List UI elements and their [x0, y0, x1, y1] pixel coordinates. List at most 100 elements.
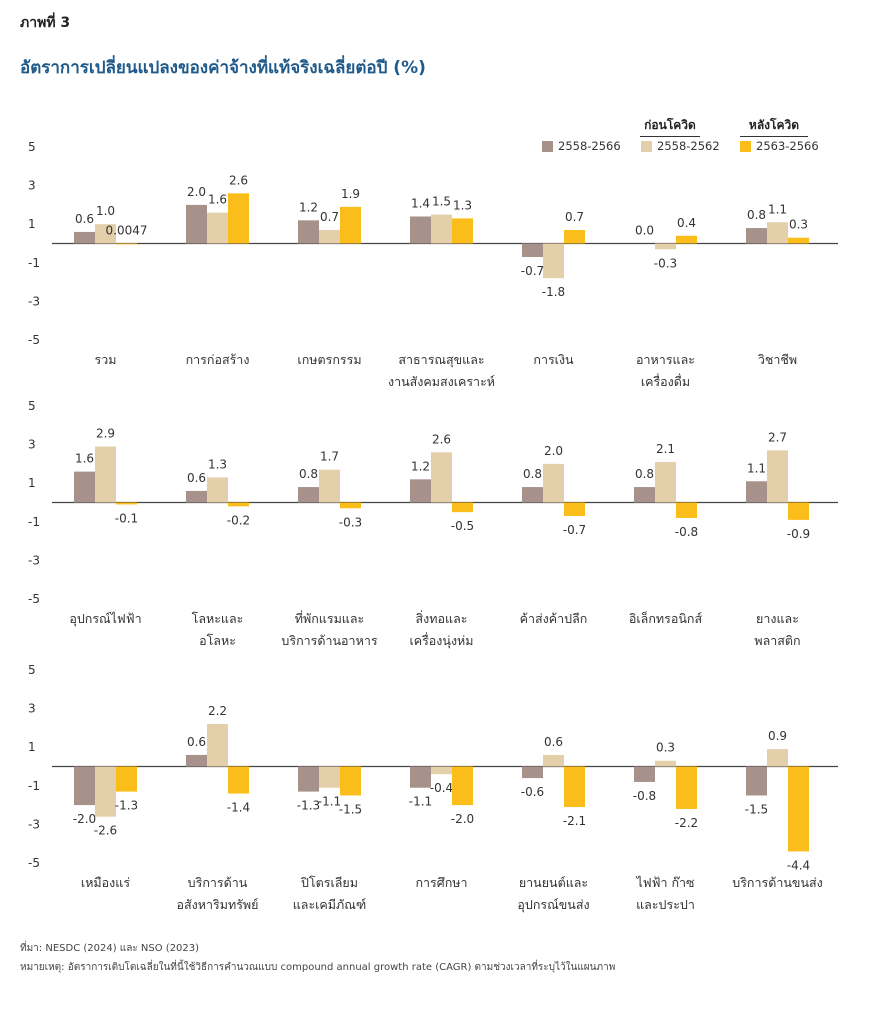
data-label: -1.3 [297, 799, 320, 813]
data-label: -0.5 [451, 519, 474, 533]
bar-2558-2566 [410, 216, 431, 244]
bar-2563-2566 [452, 218, 473, 244]
legend-label: 2558-2566 [558, 139, 621, 153]
category-label: เครื่องนุ่งห่ม [409, 632, 473, 649]
bar-2558-2562 [207, 724, 228, 767]
data-label: -1.8 [542, 285, 565, 299]
bar-2558-2566 [186, 754, 207, 767]
category-label: การศึกษา [415, 875, 467, 890]
y-tick-label: 3 [28, 702, 36, 716]
chart-title: อัตราการเปลี่ยนแปลงของค่าจ้างที่แท้จริงเ… [20, 58, 426, 78]
bar-2558-2566 [522, 243, 543, 258]
bar-2563-2566 [340, 206, 361, 244]
bar-2558-2566 [298, 220, 319, 244]
y-tick-label: -5 [28, 856, 40, 870]
category-label: อุปกรณ์ไฟฟ้า [69, 611, 141, 627]
data-label: -2.0 [451, 812, 474, 826]
bar-2558-2562 [95, 766, 116, 817]
data-label: 0.8 [747, 208, 766, 222]
bar-2558-2562 [95, 446, 116, 503]
bar-2558-2566 [522, 766, 543, 779]
data-label: 1.2 [411, 459, 430, 473]
data-label: 1.9 [341, 187, 360, 201]
y-tick-label: -5 [28, 333, 40, 347]
bar-2558-2566 [298, 487, 319, 503]
bar-2563-2566 [116, 766, 137, 792]
category-label: และประปา [636, 897, 695, 912]
data-label: 1.4 [411, 196, 430, 210]
data-label: 0.0 [635, 224, 654, 238]
bar-2558-2566 [746, 481, 767, 503]
data-label: 0.9 [768, 729, 787, 743]
data-label: 1.1 [747, 461, 766, 475]
data-label: 0.0047 [106, 223, 148, 237]
data-label: 0.7 [565, 210, 584, 224]
bar-2558-2562 [543, 754, 564, 767]
data-label: -0.3 [339, 515, 362, 529]
data-label: -0.1 [115, 511, 138, 525]
legend-item-2558-2566: 2558-2566 [542, 139, 621, 153]
category-label: บริการด้าน [188, 875, 248, 890]
bar-2563-2566 [788, 766, 809, 852]
bar-2558-2562 [319, 469, 340, 503]
data-label: 1.6 [75, 452, 94, 466]
category-label: โลหะและ [192, 611, 244, 626]
data-label: -2.0 [73, 812, 96, 826]
bar-2563-2566 [676, 502, 697, 518]
data-label: 0.8 [299, 467, 318, 481]
data-label: 0.6 [544, 735, 563, 749]
data-label: 2.1 [656, 442, 675, 456]
bar-2558-2562 [319, 766, 340, 788]
category-label: บริการด้านอาหาร [281, 633, 377, 648]
source-text: ที่มา: NESDC (2024) และ NSO (2023) [20, 943, 200, 954]
bar-2558-2562 [95, 224, 116, 244]
bar-2558-2562 [207, 477, 228, 503]
category-label: สาธารณสุขและ [398, 352, 484, 368]
category-label: ที่พักแรมและ [295, 610, 365, 626]
data-label: -1.5 [745, 802, 768, 816]
bar-2558-2566 [74, 766, 95, 806]
data-label: -0.3 [654, 256, 677, 270]
y-tick-label: 3 [28, 179, 36, 193]
data-label: -0.4 [430, 781, 453, 795]
bar-2558-2566 [746, 766, 767, 796]
bar-2563-2566 [116, 243, 137, 245]
bar-2563-2566 [340, 766, 361, 796]
data-label: 1.5 [432, 195, 451, 209]
data-label: 2.6 [432, 432, 451, 446]
category-label: ปิโตรเลียม [301, 875, 358, 890]
bar-2563-2566 [452, 502, 473, 513]
bar-2563-2566 [564, 229, 585, 244]
category-label: เหมืองแร่ [81, 875, 130, 890]
y-tick-label: 5 [28, 399, 36, 413]
data-label: -0.7 [521, 264, 544, 278]
legend-item-2558-2562: 2558-2562 [641, 139, 720, 153]
bar-2558-2562 [767, 749, 788, 767]
bar-2558-2562 [431, 766, 452, 775]
data-label: -1.3 [115, 799, 138, 813]
y-tick-label: 1 [28, 217, 36, 231]
category-label: ยานยนต์และ [519, 875, 588, 890]
bar-2558-2562 [655, 760, 676, 767]
bar-2563-2566 [788, 237, 809, 244]
data-label: 0.3 [656, 741, 675, 755]
y-tick-label: 1 [28, 476, 36, 490]
category-label: วิชาชีพ [758, 352, 797, 367]
data-label: 0.3 [789, 218, 808, 232]
y-tick-label: 5 [28, 140, 36, 154]
data-label: 1.0 [96, 204, 115, 218]
bar-2563-2566 [340, 502, 361, 509]
legend-swatch [740, 140, 751, 152]
bar-2563-2566 [452, 766, 473, 806]
category-label: เครื่องดื่ม [641, 373, 690, 389]
data-label: 1.6 [208, 193, 227, 207]
category-label: พลาสติก [754, 633, 800, 648]
legend-group-post-covid: หลังโควิด [740, 116, 808, 137]
y-tick-label: -3 [28, 553, 40, 567]
category-label: ไฟฟ้า ก๊าซ [635, 875, 694, 890]
data-label: 2.0 [544, 444, 563, 458]
category-label: สิ่งทอและ [416, 610, 468, 626]
legend-label: 2558-2562 [657, 139, 720, 153]
bar-2563-2566 [116, 502, 137, 505]
